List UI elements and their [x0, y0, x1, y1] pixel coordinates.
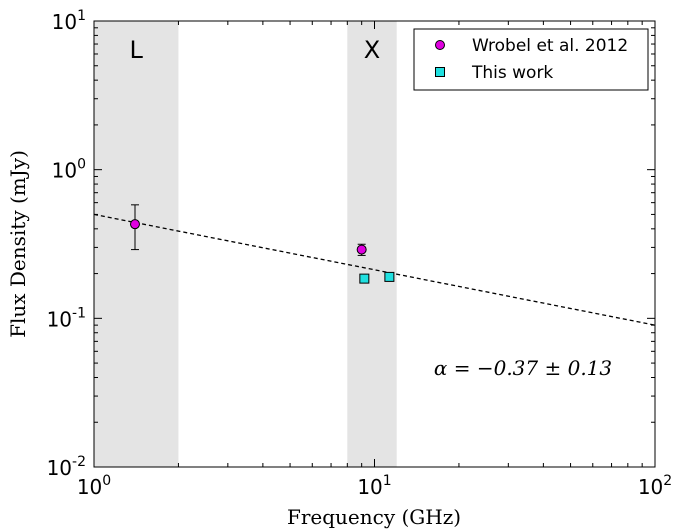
band-l: [94, 21, 179, 467]
legend-box: [413, 28, 649, 91]
data-point-this-work: [359, 273, 370, 284]
fit-line-layer: [93, 213, 656, 326]
y-tick-label-exponent: -1: [72, 305, 86, 321]
fit-line: [93, 213, 656, 326]
legend: Wrobel et al. 2012 This work: [413, 28, 649, 91]
band-label-l: L: [130, 36, 144, 64]
x-tick-label-exponent: 1: [383, 473, 392, 489]
x-tick-label: 101: [357, 473, 391, 499]
x-tick-label: 102: [638, 473, 672, 499]
y-axis-label: Flux Density (mJy): [6, 150, 30, 338]
data-point-wrobel: [356, 244, 367, 255]
y-tick-label-exponent: 0: [77, 157, 86, 173]
y-tick-label: 10-1: [47, 305, 86, 331]
y-tick-label-exponent: -2: [72, 454, 86, 470]
data-point-wrobel: [129, 219, 140, 230]
x-tick-label: 100: [77, 473, 111, 499]
legend-label-this-work: This work: [471, 63, 553, 83]
data-point-layer: [129, 204, 395, 284]
tick-layer: [93, 21, 656, 468]
data-point-this-work: [384, 271, 395, 282]
band-layer: [94, 21, 397, 467]
x-tick-label-exponent: 0: [102, 473, 111, 489]
legend-label-wrobel: Wrobel et al. 2012: [472, 36, 628, 56]
annotation-alpha: α = −0.37 ± 0.13: [434, 356, 612, 380]
legend-marker-this-work: [435, 67, 445, 77]
y-tick-label: 100: [52, 157, 86, 183]
x-axis-label: Frequency (GHz): [287, 505, 461, 529]
x-tick-label-exponent: 2: [663, 473, 672, 489]
y-tick-label-exponent: 1: [77, 8, 86, 24]
band-label-x: X: [364, 36, 380, 64]
band-x: [347, 21, 397, 467]
y-tick-label: 101: [52, 8, 86, 34]
legend-marker-wrobel: [435, 40, 445, 50]
